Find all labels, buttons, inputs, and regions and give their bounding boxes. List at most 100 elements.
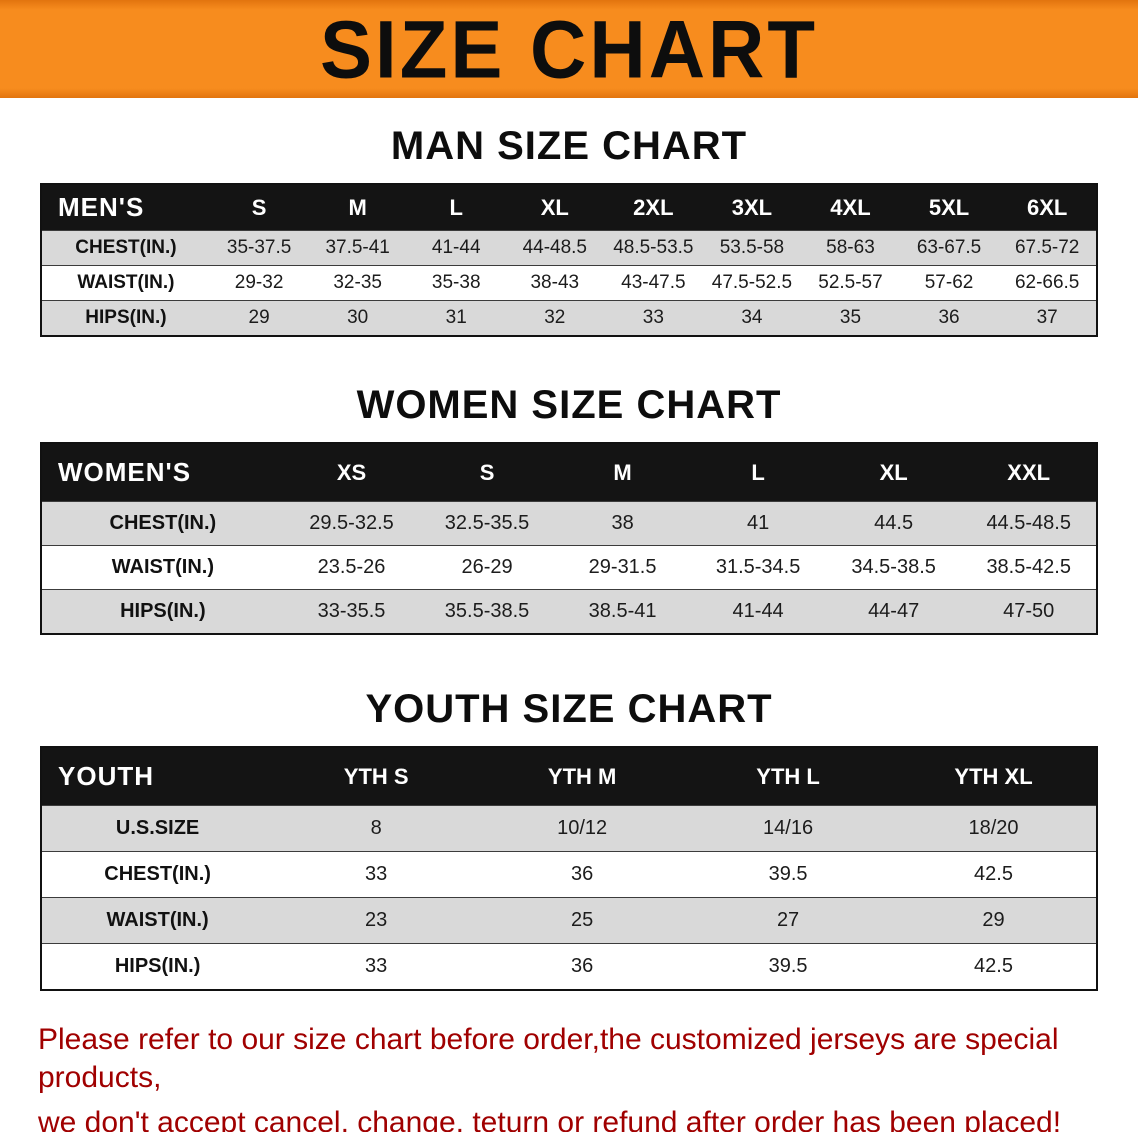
- value-cell: 10/12: [557, 817, 608, 839]
- size-column-header: XXL: [961, 443, 1097, 502]
- row-label-cell: WAIST(IN.): [106, 909, 209, 931]
- value-cell: 47.5-52.5: [711, 272, 793, 293]
- value-cell: 35.5-38.5: [444, 600, 530, 622]
- row-label-cell: CHEST(IN.): [75, 237, 177, 258]
- size-column-header: 5XL: [899, 184, 999, 231]
- value-cell: 44.5: [874, 512, 914, 534]
- row-label-cell: CHEST(IN.): [104, 863, 211, 885]
- value-cell: 23.5-26: [317, 556, 386, 578]
- value-cell: 29-31.5: [588, 556, 657, 578]
- women-size-table: WOMEN'S XS S M L XL XXL CHEST(IN.) 29.5-32.5 32.5…: [40, 442, 1098, 635]
- row-label-cell: WAIST(IN.): [111, 556, 214, 578]
- value-cell: 33: [365, 955, 388, 977]
- size-column-header: 3XL: [702, 184, 802, 231]
- value-cell: 32: [544, 307, 566, 328]
- value-cell: 29: [248, 307, 270, 328]
- table-row: WAIST(IN.) 29-32 32-35 35-38 38-43 43-47.5 47.…: [41, 265, 1097, 301]
- size-column-header: YTH L: [685, 747, 892, 806]
- table-header-row: YOUTH YTH S YTH M YTH L YTH XL: [41, 747, 1097, 806]
- size-column-header: 2XL: [604, 184, 703, 231]
- value-cell: 48.5-53.5: [613, 237, 694, 258]
- table-row: CHEST(IN.) 35-37.5 37.5-41 41-44 44-48.5 48.5…: [41, 230, 1097, 266]
- value-cell: 31: [445, 307, 467, 328]
- value-cell: 41-44: [431, 237, 481, 258]
- banner: SIZE CHART: [0, 0, 1138, 98]
- value-cell: 32-35: [333, 272, 382, 293]
- size-column-header: YTH S: [273, 747, 480, 806]
- size-column-header: YTH XL: [891, 747, 1097, 806]
- value-cell: 38.5-42.5: [986, 556, 1071, 578]
- notice-line-1: Please refer to our size chart before or…: [38, 1023, 1059, 1094]
- size-column-header: L: [406, 184, 506, 231]
- value-cell: 33-35.5: [317, 600, 386, 622]
- value-cell: 44-48.5: [522, 237, 588, 258]
- value-cell: 53.5-58: [719, 237, 785, 258]
- section-youth: YOUTH SIZE CHART YOUTH YTH S YTH M YTH L YTH…: [0, 687, 1138, 991]
- value-cell: 39.5: [768, 955, 808, 977]
- value-cell: 33: [642, 307, 664, 328]
- table-header-row: MEN'S S M L XL 2XL 3XL 4XL 5XL 6XL: [41, 184, 1097, 231]
- value-cell: 38.5-41: [588, 600, 657, 622]
- size-column-header: XL: [825, 443, 962, 502]
- value-cell: 41-44: [732, 600, 784, 622]
- value-cell: 42.5: [974, 863, 1013, 885]
- value-cell: 44-47: [868, 600, 920, 622]
- value-cell: 44.5-48.5: [986, 512, 1071, 534]
- value-cell: 42.5: [974, 955, 1013, 977]
- men-size-table: MEN'S S M L XL 2XL 3XL 4XL 5XL 6XL CHEST(IN.) 35-37…: [40, 183, 1098, 337]
- value-cell: 39.5: [768, 863, 808, 885]
- size-column-header: L: [690, 443, 826, 502]
- size-column-header: XS: [283, 443, 420, 502]
- table-title-cell: YOUTH: [41, 747, 274, 806]
- value-cell: 67.5-72: [1014, 237, 1080, 258]
- value-cell: 14/16: [763, 817, 814, 839]
- table-row: HIPS(IN.) 33 36 39.5 42.5: [41, 943, 1097, 990]
- table-title-cell: MEN'S: [41, 184, 210, 231]
- section-women: WOMEN SIZE CHART WOMEN'S XS S M L XL XXL CHEST(…: [0, 383, 1138, 635]
- value-cell: 29-32: [234, 272, 284, 293]
- value-cell: 35-38: [431, 272, 481, 293]
- value-cell: 62-66.5: [1014, 272, 1080, 293]
- notice-line-2: we don't accept cancel, change, teturn o…: [38, 1106, 1062, 1132]
- section-men: MAN SIZE CHART MEN'S S M L XL 2XL 3XL 4XL 5XL 6XL…: [0, 124, 1138, 337]
- value-cell: 29.5-32.5: [309, 512, 394, 534]
- row-label-cell: HIPS(IN.): [114, 955, 201, 977]
- table-title-cell: WOMEN'S: [41, 443, 284, 502]
- women-section-heading: WOMEN SIZE CHART: [356, 383, 782, 427]
- value-cell: 37: [1036, 307, 1058, 328]
- value-cell: 23: [365, 909, 388, 931]
- row-label-cell: CHEST(IN.): [109, 512, 217, 534]
- size-column-header: YTH M: [479, 747, 686, 806]
- banner-title: SIZE CHART: [320, 2, 818, 96]
- size-column-header: XL: [505, 184, 605, 231]
- value-cell: 58-63: [826, 237, 875, 258]
- size-column-header: M: [554, 443, 691, 502]
- value-cell: 36: [570, 955, 594, 977]
- row-label-cell: HIPS(IN.): [85, 307, 167, 328]
- value-cell: 30: [347, 307, 369, 328]
- row-label-cell: U.S.SIZE: [115, 817, 200, 839]
- table-row: CHEST(IN.) 33 36 39.5 42.5: [41, 851, 1097, 898]
- table-row: WAIST(IN.) 23 25 27 29: [41, 897, 1097, 944]
- value-cell: 37.5-41: [325, 237, 390, 258]
- value-cell: 33: [365, 863, 388, 885]
- value-cell: 43-47.5: [621, 272, 686, 293]
- value-cell: 34.5-38.5: [851, 556, 936, 578]
- value-cell: 35-37.5: [226, 237, 292, 258]
- value-cell: 32.5-35.5: [444, 512, 530, 534]
- value-cell: 27: [776, 909, 800, 931]
- size-column-header: M: [308, 184, 407, 231]
- footer-notice: Please refer to our size chart before or…: [0, 1021, 1138, 1132]
- size-column-header: S: [209, 184, 309, 231]
- value-cell: 47-50: [1003, 600, 1055, 622]
- value-cell: 63-67.5: [916, 237, 982, 258]
- value-cell: 57-62: [924, 272, 974, 293]
- value-cell: 29: [982, 909, 1005, 931]
- value-cell: 31.5-34.5: [715, 556, 801, 578]
- youth-size-table: YOUTH YTH S YTH M YTH L YTH XL U.S.SIZE 8 10/12…: [40, 746, 1098, 991]
- table-row: HIPS(IN.) 29 30 31 32 33 34 35 36 37: [41, 300, 1097, 336]
- value-cell: 36: [570, 863, 594, 885]
- table-row: CHEST(IN.) 29.5-32.5 32.5-35.5 38 41 44.5 44.5…: [41, 501, 1097, 546]
- value-cell: 38: [611, 512, 634, 534]
